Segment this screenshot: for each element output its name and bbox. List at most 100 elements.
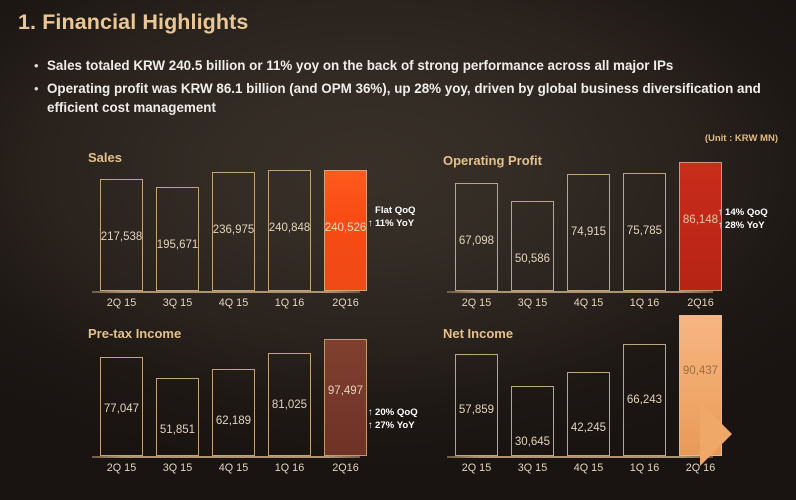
chart-growth-annotation: ↑ 14% QoQ ↑ 28% YoY: [718, 207, 768, 232]
chart-panel: Pre-tax Income: [88, 326, 398, 486]
chart-bar-value: 97,497: [327, 385, 364, 397]
trend-up-arrow-icon: ↑: [368, 419, 373, 431]
chart-title: Pre-tax Income: [88, 326, 182, 341]
chart-title: Sales: [88, 150, 122, 165]
chart-axis-line: [447, 291, 713, 293]
chart-bar-value: 240,526: [324, 222, 367, 234]
chart-x-tick-label: 1Q 16: [629, 297, 660, 309]
bullet-list: • Sales totaled KRW 240.5 billion or 11%…: [34, 56, 790, 121]
chart-bar-value: 77,047: [103, 403, 140, 415]
chart-panel: Sales: [88, 150, 398, 321]
chart-bar: [455, 183, 498, 291]
chart-bar: [212, 172, 255, 291]
chart-bar-highlighted: [679, 315, 722, 456]
growth-value: 28%: [725, 219, 747, 231]
chart-panel: Operating Profit: [443, 153, 751, 321]
growth-period: QoQ: [746, 207, 768, 218]
page-title: 1. Financial Highlights: [18, 10, 249, 34]
chart-growth-annotation: ↑ 20% QoQ ↑ 27% YoY: [368, 407, 418, 432]
chart-x-tick-label: 2Q 15: [106, 462, 137, 474]
chart-bar-value: 75,785: [626, 225, 663, 237]
chart-x-tick-label: 1Q 16: [274, 297, 305, 309]
chart-bar: [212, 369, 255, 456]
chart-x-tick-label: 4Q 15: [218, 297, 249, 309]
chart-x-tick-label: 3Q 15: [162, 462, 193, 474]
chart-panel: Net Income: [443, 326, 751, 486]
chart-bar-value: 236,975: [212, 224, 255, 236]
trend-up-arrow-icon: ↑: [368, 407, 373, 418]
chart-bar: [156, 378, 199, 456]
chart-bar-value: 195,671: [156, 239, 199, 251]
chart-bar-value: 86,148: [682, 214, 719, 226]
growth-period: YoY: [746, 219, 765, 231]
unit-note: (Unit : KRW MN): [704, 133, 778, 144]
chart-growth-annotation: Flat QoQ ↑ 11% YoY: [368, 205, 416, 230]
chart-bar-value: 57,859: [458, 404, 495, 416]
chart-axis-line: [92, 291, 360, 293]
growth-value: 20%: [375, 407, 397, 418]
chart-bar-value: 217,538: [100, 231, 143, 243]
chart-bar-value: 81,025: [271, 399, 308, 411]
bullet-text: Operating profit was KRW 86.1 billion (a…: [47, 80, 761, 116]
chart-bar-value: 90,437: [682, 365, 719, 377]
growth-annotation-row: ↑ 28% YoY: [718, 220, 768, 233]
growth-value: 27%: [375, 419, 397, 431]
chart-title: Net Income: [443, 326, 514, 341]
chart-x-tick-label: 1Q 16: [274, 462, 305, 474]
chart-bar-value: 66,243: [626, 394, 663, 406]
bullet-marker-icon: •: [34, 80, 39, 96]
chart-bar: [567, 174, 610, 291]
chart-x-tick-label: 3Q 15: [517, 462, 548, 474]
chart-bar: [511, 386, 554, 456]
growth-period: YoY: [396, 217, 415, 229]
chart-x-tick-label: 2Q 15: [106, 297, 137, 309]
growth-value: 11%: [375, 217, 397, 229]
chart-bar-value: 62,189: [215, 415, 252, 427]
growth-annotation-row: Flat QoQ: [368, 205, 416, 218]
chart-bar: [100, 179, 143, 291]
chart-bar-highlighted: [324, 170, 367, 291]
chart-x-tick-label: 4Q 15: [573, 462, 604, 474]
chart-x-tick-label: 1Q 16: [629, 462, 660, 474]
growth-period: QoQ: [396, 407, 418, 418]
growth-annotation-row: ↑ 11% YoY: [368, 218, 416, 231]
chart-x-tick-label: 2Q 16: [685, 462, 716, 474]
trend-up-arrow-icon: ↑: [718, 207, 723, 218]
chart-x-tick-label: 4Q 15: [218, 462, 249, 474]
chart-x-tick-label: 4Q 15: [573, 297, 604, 309]
chart-x-tick-label: 2Q 15: [461, 297, 492, 309]
growth-value: Flat: [375, 205, 395, 216]
chart-bar-highlighted: [324, 339, 367, 456]
chart-bar: [455, 354, 498, 456]
bullet-item: • Operating profit was KRW 86.1 billion …: [34, 79, 790, 118]
chart-bar-highlighted: [679, 162, 722, 291]
chart-title: Operating Profit: [443, 153, 542, 168]
chart-x-tick-label: 3Q 15: [162, 297, 193, 309]
chart-bar: [100, 357, 143, 456]
chart-bar-value: 50,586: [514, 253, 551, 265]
bullet-text: Sales totaled KRW 240.5 billion or 11% y…: [47, 58, 674, 73]
growth-annotation-row: ↑ 27% YoY: [368, 420, 418, 433]
chart-bar: [567, 372, 610, 456]
growth-value: 14%: [725, 207, 747, 218]
chart-x-tick-label: 3Q 15: [517, 297, 548, 309]
chart-bar: [268, 353, 311, 456]
chart-axis-line: [447, 456, 713, 458]
chart-bar: [511, 201, 554, 291]
chart-bar: [156, 187, 199, 291]
chart-x-tick-label: 2Q 15: [461, 462, 492, 474]
chart-x-tick-label: 2Q16: [332, 462, 359, 474]
bullet-item: • Sales totaled KRW 240.5 billion or 11%…: [34, 56, 790, 76]
chart-bar-value: 67,098: [458, 235, 495, 247]
chart-x-tick-label: 2Q16: [687, 297, 714, 309]
chart-bar-value: 42,245: [570, 422, 607, 434]
chart-axis-line: [92, 456, 360, 458]
chart-bar-value: 74,915: [570, 226, 607, 238]
chart-bar: [623, 344, 666, 456]
trend-up-arrow-icon: ↑: [368, 217, 373, 229]
growth-annotation-row: ↑ 20% QoQ: [368, 407, 418, 420]
chart-x-tick-label: 2Q16: [332, 297, 359, 309]
chart-bar-value: 240,848: [268, 222, 311, 234]
bullet-marker-icon: •: [34, 58, 39, 73]
